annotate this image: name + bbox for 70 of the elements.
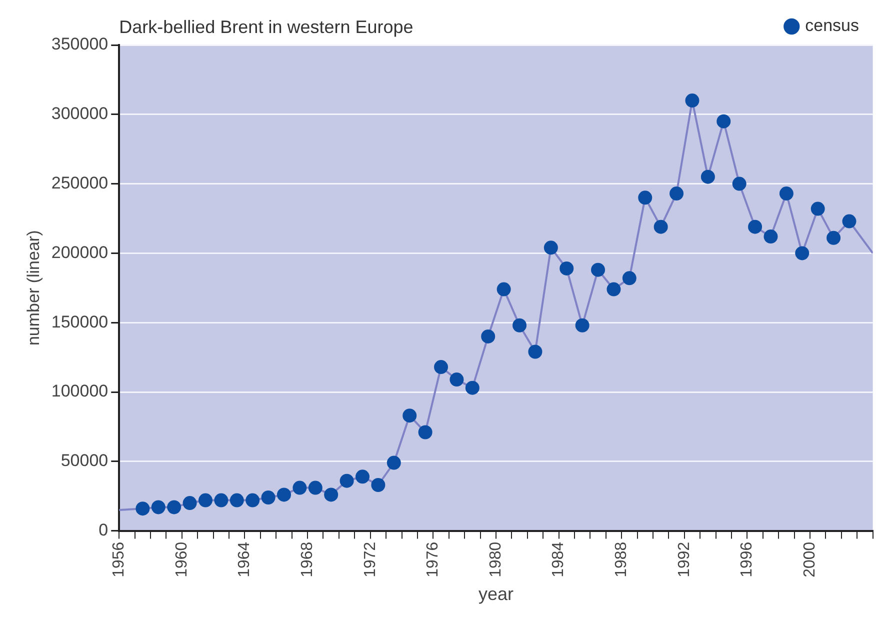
x-tick-label: 1980 [487, 542, 504, 578]
y-tick-label: 250000 [51, 173, 108, 192]
point [591, 262, 606, 277]
legend-label: census [805, 16, 860, 36]
x-tick-label: 1964 [236, 542, 254, 578]
point [136, 502, 150, 516]
point [182, 496, 197, 510]
point [528, 344, 542, 359]
point [575, 318, 590, 332]
chart-title: Dark-bellied Brent in western Europe [119, 16, 414, 37]
point [402, 408, 417, 423]
point [748, 220, 762, 234]
point [465, 380, 480, 395]
y-tick-label: 0 [98, 520, 108, 540]
point [340, 474, 354, 488]
point [261, 490, 276, 504]
point [496, 282, 511, 296]
x-tick-label: 1988 [612, 542, 630, 578]
point [795, 246, 810, 260]
x-tick-label: 1976 [424, 542, 442, 578]
point [685, 94, 700, 108]
x-tick-label: 1996 [738, 542, 756, 578]
point [716, 114, 731, 128]
x-tick-label: 1968 [298, 542, 316, 578]
y-tick-label: 350000 [51, 34, 108, 54]
point [606, 282, 621, 296]
x-tick-label: 1992 [676, 542, 693, 578]
point [512, 318, 527, 332]
point [779, 186, 794, 201]
point [654, 220, 668, 234]
point [386, 456, 401, 470]
point [308, 480, 322, 495]
point [167, 500, 182, 514]
y-tick-label: 150000 [51, 312, 108, 332]
point [324, 488, 338, 502]
y-tick-label: 50000 [60, 451, 108, 470]
point [622, 271, 636, 286]
point [418, 425, 432, 440]
point [732, 176, 746, 191]
point [670, 186, 684, 201]
x-tick-label: 1984 [550, 542, 568, 578]
y-axis-title: number (linear) [24, 230, 43, 346]
point [826, 230, 841, 245]
point [246, 493, 260, 508]
point [450, 372, 464, 387]
point [638, 190, 652, 205]
point [292, 480, 307, 495]
x-tick-label: 1972 [362, 542, 379, 578]
point [151, 500, 166, 514]
point [700, 170, 715, 184]
point [842, 214, 856, 228]
point [481, 329, 496, 344]
point [544, 240, 558, 255]
x-axis-title: year [478, 584, 514, 604]
point [230, 493, 244, 508]
point [560, 261, 574, 276]
point [371, 478, 386, 492]
point [434, 360, 448, 374]
x-tick-label: 1960 [173, 542, 190, 578]
y-tick-label: 200000 [51, 242, 108, 262]
x-tick-label: 1956 [110, 542, 128, 578]
point [214, 493, 228, 508]
y-tick-label: 300000 [51, 104, 108, 124]
x-tick-label: 2000 [801, 542, 818, 578]
point [764, 230, 778, 244]
point [276, 488, 291, 502]
y-tick-label: 100000 [51, 382, 108, 401]
point [198, 493, 212, 508]
point [356, 470, 370, 484]
point [810, 202, 825, 216]
